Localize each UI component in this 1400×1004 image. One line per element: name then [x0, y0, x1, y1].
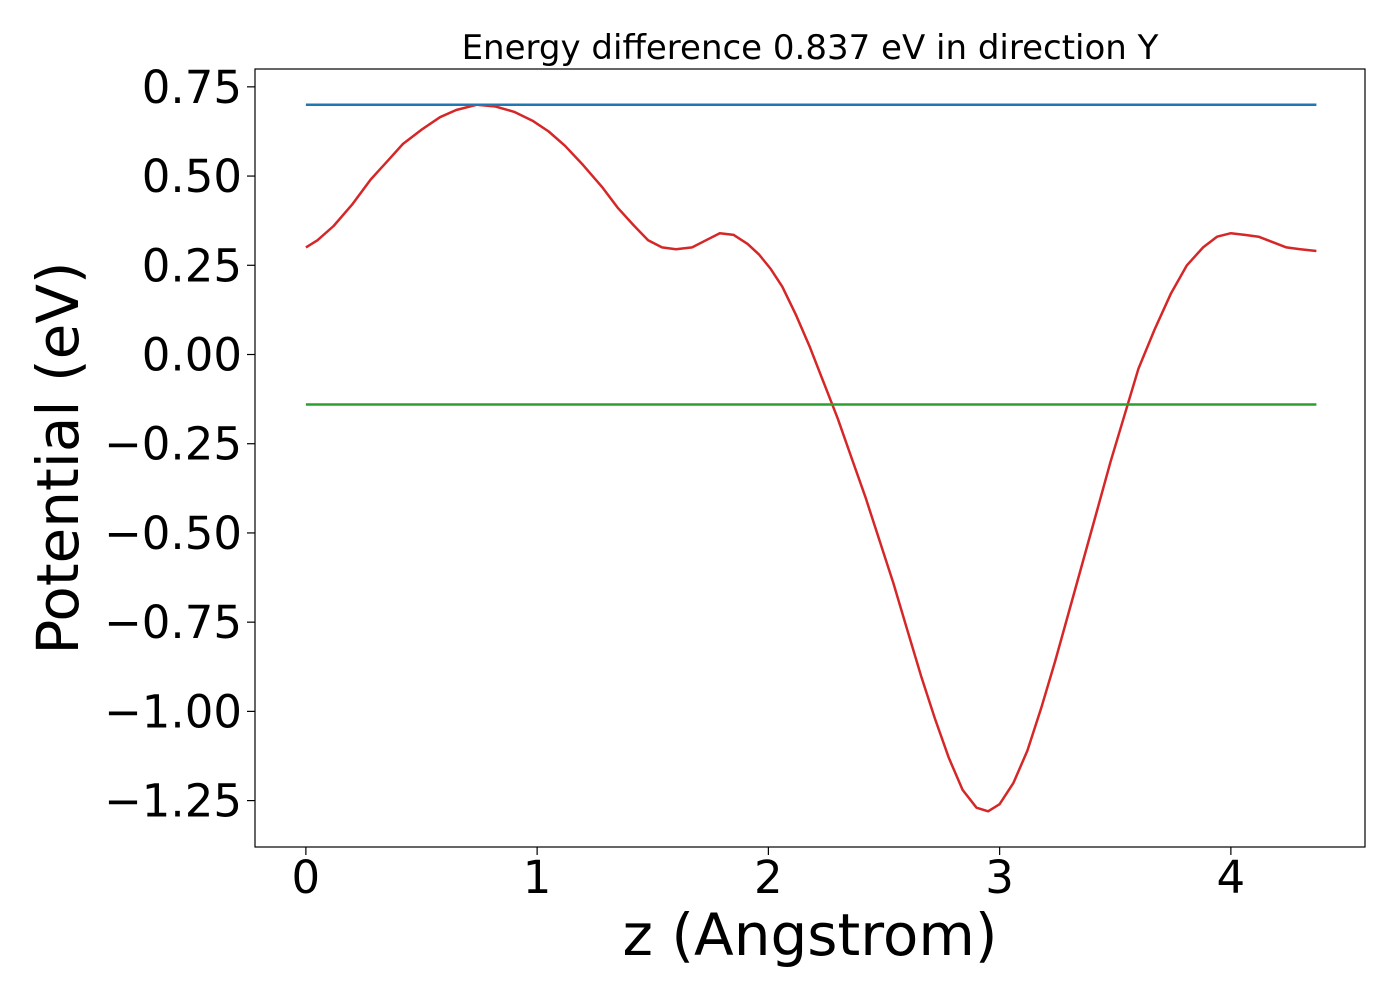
y-tick-label: −0.25: [104, 418, 242, 471]
y-tick-label: 0.00: [142, 329, 242, 382]
series-layer: [305, 103, 1317, 813]
x-tick-label: 0: [292, 851, 321, 904]
plot-frame: [254, 68, 1366, 848]
y-tick-label: −0.75: [104, 596, 242, 649]
y-tick-label: 0.50: [142, 150, 242, 203]
y-tick-label: −0.50: [104, 507, 242, 560]
y-tick-label: −1.00: [104, 685, 242, 738]
x-tick-label: 4: [1217, 851, 1246, 904]
y-axis-label: Potential (eV): [24, 261, 92, 654]
y-axis: 0.75 0.50 0.25 0.00 −0.25 −0.50 −0.75 −1.00 −1.2…: [104, 61, 255, 828]
y-tick-label: 0.75: [142, 61, 242, 114]
x-axis-label: z (Angstrom): [623, 901, 998, 969]
x-tick-label: 3: [985, 851, 1014, 904]
x-axis: 0 1 2 3 4: [292, 847, 1246, 904]
y-tick-label: 0.25: [142, 239, 242, 292]
x-tick-label: 1: [523, 851, 552, 904]
x-tick-label: 2: [754, 851, 783, 904]
chart-title: Energy difference 0.837 eV in direction …: [462, 28, 1159, 68]
series-line-0: [305, 103, 1317, 813]
y-tick-label: −1.25: [104, 775, 242, 828]
